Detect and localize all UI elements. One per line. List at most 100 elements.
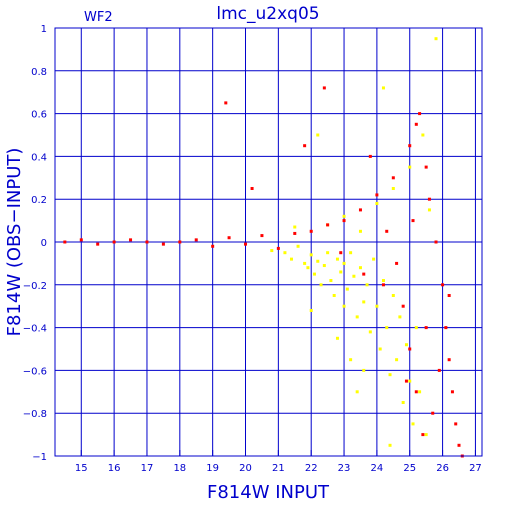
x-tick-label: 16 [108, 463, 121, 474]
data-point [63, 240, 67, 244]
data-point [316, 259, 320, 263]
data-point [372, 257, 376, 261]
data-point [418, 112, 422, 116]
data-point [312, 272, 316, 276]
data-point [395, 261, 399, 265]
data-point [296, 244, 300, 248]
data-point [441, 283, 445, 287]
x-tick-label: 27 [469, 463, 482, 474]
data-point [381, 86, 385, 90]
data-point [444, 326, 448, 330]
data-point [342, 219, 346, 223]
x-tick-label: 15 [75, 463, 88, 474]
points-layer [63, 37, 464, 458]
data-point [391, 176, 395, 180]
data-point [368, 330, 372, 334]
data-point [378, 347, 382, 351]
data-point [79, 238, 83, 242]
x-tick-label: 23 [338, 463, 351, 474]
y-tick-label: −1 [32, 452, 47, 463]
data-point [385, 229, 389, 233]
data-point [244, 242, 248, 246]
y-tick-label: 1 [41, 24, 47, 35]
data-point [424, 165, 428, 169]
x-tick-label: 17 [141, 463, 154, 474]
data-point [293, 225, 297, 229]
data-point [427, 197, 431, 201]
y-tick-label: −0.4 [23, 324, 47, 335]
data-point [289, 257, 293, 261]
y-tick-label: −0.8 [23, 409, 47, 420]
data-point [388, 373, 392, 377]
data-point [355, 390, 359, 394]
y-tick-label: 0 [41, 238, 47, 249]
data-point [408, 347, 412, 351]
data-point [309, 308, 313, 312]
data-point [319, 283, 323, 287]
data-point [391, 187, 395, 190]
data-point [375, 304, 379, 308]
data-point [349, 251, 353, 255]
data-point [352, 274, 356, 278]
data-point [112, 240, 116, 244]
data-point [401, 304, 405, 308]
data-point [309, 253, 313, 257]
data-point [431, 411, 435, 415]
plot-frame [54, 27, 483, 457]
data-point [404, 343, 408, 347]
data-point [358, 229, 362, 233]
data-point [129, 238, 133, 242]
data-point [434, 37, 438, 41]
data-point [414, 390, 418, 394]
y-tick-label: 0.2 [31, 195, 47, 206]
ticks-layer: 15 16 17 18 19 20 21 22 23 24 25 26 27 −1 −0.8 −0.6 −0.4… [23, 24, 482, 474]
data-point [161, 242, 165, 246]
data-point [326, 223, 330, 227]
x-tick-label: 25 [403, 463, 416, 474]
data-point [381, 279, 385, 283]
x-tick-label: 18 [173, 463, 186, 474]
y-tick-label: −0.6 [23, 366, 47, 377]
data-point [306, 266, 310, 270]
data-point [329, 279, 333, 283]
data-point [270, 249, 274, 253]
panel-label: WF2 [84, 10, 113, 25]
x-tick-label: 20 [239, 463, 252, 474]
data-point [335, 336, 339, 340]
data-point [342, 261, 346, 265]
data-point [316, 133, 320, 137]
data-point [408, 379, 412, 383]
y-axis-label: F814W (OBS−INPUT) [4, 148, 25, 337]
data-point [332, 294, 336, 297]
x-tick-label: 24 [371, 463, 384, 474]
data-point [381, 283, 385, 287]
data-point [391, 294, 395, 297]
x-tick-label: 21 [272, 463, 285, 474]
data-point [260, 234, 264, 238]
data-point [309, 229, 313, 233]
data-point [404, 379, 408, 383]
data-point [224, 101, 228, 105]
y-tick-label: −0.2 [23, 281, 47, 292]
data-point [411, 422, 415, 426]
data-point [421, 133, 425, 137]
data-point [345, 287, 349, 291]
data-point [322, 264, 326, 268]
data-point [342, 304, 346, 308]
data-point [227, 236, 231, 240]
data-point [434, 240, 438, 244]
data-point [437, 368, 441, 372]
data-point [349, 358, 353, 362]
data-point [358, 266, 362, 270]
data-point [194, 238, 198, 242]
data-point [385, 326, 389, 330]
data-point [362, 368, 366, 372]
x-axis-label: F814W INPUT [207, 482, 330, 503]
data-point [342, 214, 346, 218]
data-point [293, 231, 297, 235]
data-point [424, 433, 428, 437]
data-point [178, 240, 182, 244]
data-point [335, 257, 339, 261]
data-point [322, 86, 326, 90]
data-point [355, 315, 359, 319]
